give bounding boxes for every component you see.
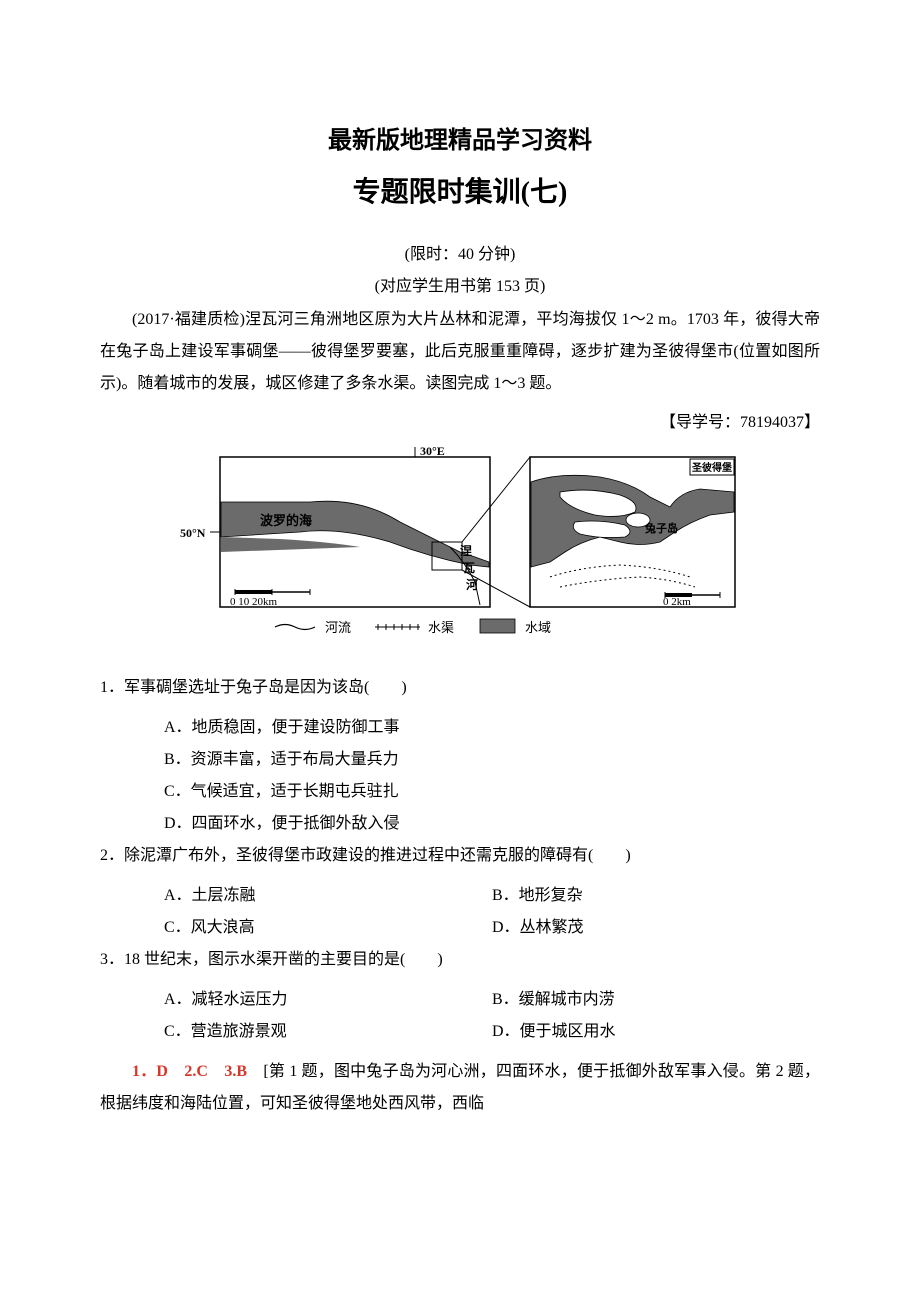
question-1-option-c: C．气候适宜，适于长期屯兵驻扎 bbox=[100, 776, 820, 808]
question-3-option-d: D．便于城区用水 bbox=[492, 1016, 820, 1048]
question-3-option-a: A．减轻水运压力 bbox=[164, 984, 492, 1016]
doc-title-2: 专题限时集训(七) bbox=[100, 170, 820, 210]
inset-scale-label: 0 2km bbox=[663, 596, 691, 608]
map-figure: 30°E 50°N 波罗的海 涅 瓦 河 0 10 20km bbox=[100, 447, 820, 652]
question-3-option-b: B．缓解城市内涝 bbox=[492, 984, 820, 1016]
guide-number: 【导学号：78194037】 bbox=[100, 408, 820, 432]
question-3-stem: 3．18 世纪末，图示水渠开凿的主要目的是( ) bbox=[100, 944, 820, 976]
question-2-option-d: D．丛林繁茂 bbox=[492, 912, 820, 944]
question-3-option-c: C．营造旅游景观 bbox=[164, 1016, 492, 1048]
river-char-3: 河 bbox=[465, 577, 478, 592]
question-2-option-b: B．地形复杂 bbox=[492, 880, 820, 912]
question-2-stem: 2．除泥潭广布外，圣彼得堡市政建设的推进过程中还需克服的障碍有( ) bbox=[100, 840, 820, 872]
river-char-2: 瓦 bbox=[463, 561, 475, 575]
legend-water: 水域 bbox=[525, 620, 551, 635]
legend-river: 河流 bbox=[325, 620, 351, 635]
lat-label: 50°N bbox=[180, 526, 206, 540]
doc-title-1: 最新版地理精品学习资料 bbox=[100, 120, 820, 155]
map-svg: 30°E 50°N 波罗的海 涅 瓦 河 0 10 20km bbox=[180, 447, 740, 647]
question-2-option-c: C．风大浪高 bbox=[164, 912, 492, 944]
island-label: 兔子岛 bbox=[644, 521, 678, 535]
legend-canal: 水渠 bbox=[428, 620, 454, 635]
time-limit: (限时：40 分钟) bbox=[100, 240, 820, 264]
page-reference: (对应学生用书第 153 页) bbox=[100, 272, 820, 296]
main-scale-label: 0 10 20km bbox=[230, 596, 278, 608]
question-1-option-a: A．地质稳固，便于建设防御工事 bbox=[100, 712, 820, 744]
answer-keys: 1．D 2.C 3.B bbox=[132, 1063, 247, 1080]
sea-label: 波罗的海 bbox=[260, 513, 312, 528]
city-label: 圣彼得堡 bbox=[692, 461, 732, 474]
question-2-option-a: A．土层冻融 bbox=[164, 880, 492, 912]
intro-paragraph: (2017·福建质检)涅瓦河三角洲地区原为大片丛林和泥潭，平均海拔仅 1～2 m… bbox=[100, 304, 820, 400]
question-1-option-d: D．四面环水，便于抵御外敌入侵 bbox=[100, 808, 820, 840]
question-1-option-b: B．资源丰富，适于布局大量兵力 bbox=[100, 744, 820, 776]
lon-label: 30°E bbox=[420, 447, 445, 458]
question-1-stem: 1．军事碉堡选址于兔子岛是因为该岛( ) bbox=[100, 672, 820, 704]
answer-block: 1．D 2.C 3.B [第 1 题，图中兔子岛为河心洲，四面环水，便于抵御外敌… bbox=[100, 1056, 820, 1120]
legend: 河流 水渠 水域 bbox=[275, 619, 551, 635]
